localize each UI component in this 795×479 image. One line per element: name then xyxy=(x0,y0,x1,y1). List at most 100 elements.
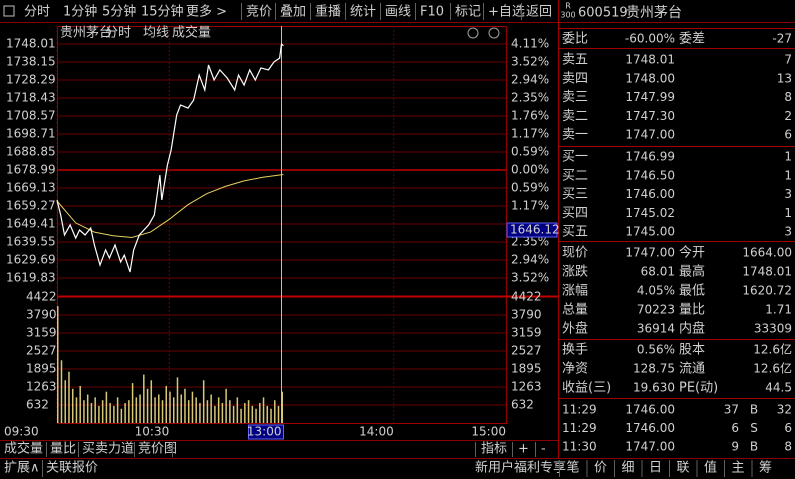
indicator-button[interactable]: - xyxy=(541,442,546,457)
book-level: 买五 xyxy=(562,225,588,240)
stat-label: 股本 xyxy=(679,343,705,358)
stat-label: 流通 xyxy=(679,362,705,377)
status-tab[interactable]: 主 xyxy=(731,461,744,476)
book-quantity: 1 xyxy=(784,206,792,220)
status-tab[interactable]: 筹 xyxy=(759,460,772,476)
toolbar-button[interactable]: 统计 xyxy=(350,5,376,20)
pct-tick-label: 1.17% xyxy=(511,127,549,141)
toolbar-button[interactable]: +自选 xyxy=(488,5,525,20)
volume-bar xyxy=(116,397,119,423)
y-tick-label: 1728.29 xyxy=(6,73,56,87)
volume-tick-label: 3790 xyxy=(511,308,542,322)
book-level: 卖四 xyxy=(562,71,588,86)
toolbar-button[interactable]: 叠加 xyxy=(280,5,306,20)
indicator-tab[interactable]: 量比 xyxy=(50,442,76,457)
indicator-tab[interactable]: 买卖力道 xyxy=(82,442,134,457)
volume-bar xyxy=(150,380,153,423)
indicator-button[interactable]: 指标 xyxy=(481,442,507,457)
stat-value: 19.630 xyxy=(633,381,675,395)
volume-bar xyxy=(83,400,85,423)
indicator-tab[interactable]: 竞价图 xyxy=(138,441,177,457)
trade-price: 1746.00 xyxy=(625,421,675,435)
cursor-price: 1646.12 xyxy=(510,223,560,237)
status-tab[interactable]: 日 xyxy=(649,461,662,476)
y-tick-label: 1718.43 xyxy=(6,91,56,105)
label: 委比 xyxy=(562,32,588,47)
indicator-tab[interactable]: 成交量 xyxy=(4,441,43,457)
volume-bar xyxy=(60,360,63,423)
average-line xyxy=(56,174,284,239)
toolbar-button[interactable]: 返回 xyxy=(526,5,552,20)
volume-bar xyxy=(98,405,100,423)
book-price: 1747.30 xyxy=(625,109,675,123)
volume-tick-label: 1895 xyxy=(511,362,542,376)
y-tick-label: 1708.57 xyxy=(6,109,56,123)
stat-value: 36914 xyxy=(637,322,675,336)
volume-bar xyxy=(109,403,111,423)
book-level: 卖五 xyxy=(562,53,588,68)
stock-code: 600519 xyxy=(578,6,628,21)
pct-tick-label: 0.59% xyxy=(511,145,549,159)
toolbar-tab[interactable]: 更多 > xyxy=(186,4,227,20)
stat-value: 0.56% xyxy=(637,343,675,357)
x-tick-label: 15:00 xyxy=(471,425,506,439)
status-button[interactable]: 关联报价 xyxy=(46,461,98,476)
indicator-button[interactable]: + xyxy=(518,442,529,457)
status-tab[interactable]: 笔 xyxy=(566,460,579,476)
volume-bar xyxy=(262,397,265,423)
volume-bar xyxy=(184,388,186,423)
stat-label: 量比 xyxy=(679,303,705,318)
volume-bar xyxy=(131,383,134,423)
header-icon[interactable] xyxy=(488,27,500,39)
volume-bar xyxy=(191,391,194,423)
toolbar-tab[interactable]: 15分钟 xyxy=(141,4,184,20)
toolbar-tab[interactable]: 分时 xyxy=(24,5,50,20)
volume-bar xyxy=(128,400,130,423)
pct-tick-label: 4.11% xyxy=(511,37,549,51)
volume-bar xyxy=(143,374,145,423)
book-quantity: 8 xyxy=(784,90,792,104)
book-price: 1746.99 xyxy=(625,150,675,164)
volume-tick-label: 1263 xyxy=(26,380,57,394)
volume-bar xyxy=(146,388,149,423)
toolbar-button[interactable]: 重播 xyxy=(315,4,341,20)
book-quantity: 2 xyxy=(784,109,792,123)
volume-bar xyxy=(236,397,239,423)
toolbar-button[interactable]: 竞价 xyxy=(246,4,272,20)
toolbar-button[interactable]: F10 xyxy=(420,5,444,20)
status-tab[interactable]: 细 xyxy=(621,461,634,476)
toolbar-button[interactable]: 标记 xyxy=(455,5,481,20)
trade-price: 1747.00 xyxy=(625,440,675,454)
book-quantity: 3 xyxy=(784,225,792,239)
volume-bar xyxy=(172,397,175,423)
volume-bar xyxy=(75,397,78,423)
toolbar-button[interactable]: 画线 xyxy=(385,5,411,20)
chart-header: 成交量 xyxy=(172,25,211,41)
trade-count: 8 xyxy=(784,440,792,454)
volume-bar xyxy=(187,400,190,423)
pct-tick-label: 2.94% xyxy=(511,73,549,87)
trade-time: 11:29 xyxy=(562,403,597,417)
volume-bar xyxy=(270,408,272,423)
volume-tick-label: 4422 xyxy=(26,290,57,304)
volume-bar xyxy=(180,394,182,423)
status-button[interactable]: 扩展∧ xyxy=(4,461,40,476)
y-tick-label: 1748.01 xyxy=(6,37,56,51)
toolbar-icon[interactable] xyxy=(3,5,15,17)
toolbar-tab[interactable]: 5分钟 xyxy=(102,4,136,20)
status-tab[interactable]: 联 xyxy=(676,461,689,476)
y-tick-label: 1698.71 xyxy=(6,127,56,141)
volume-bar xyxy=(255,408,257,423)
status-tab[interactable]: 价 xyxy=(594,461,607,476)
volume-bar xyxy=(113,405,115,423)
status-tab[interactable]: 值 xyxy=(704,460,717,476)
stat-value: 1.71 xyxy=(765,303,792,317)
volume-bar xyxy=(202,380,205,423)
y-tick-label: 1619.83 xyxy=(6,271,56,285)
stat-label: 今开 xyxy=(679,245,705,261)
header-icon[interactable] xyxy=(467,27,479,39)
x-tick-label: 10:30 xyxy=(135,425,170,439)
toolbar-tab[interactable]: 1分钟 xyxy=(63,4,97,20)
promo[interactable]: 新用户福利专享 xyxy=(475,460,566,476)
